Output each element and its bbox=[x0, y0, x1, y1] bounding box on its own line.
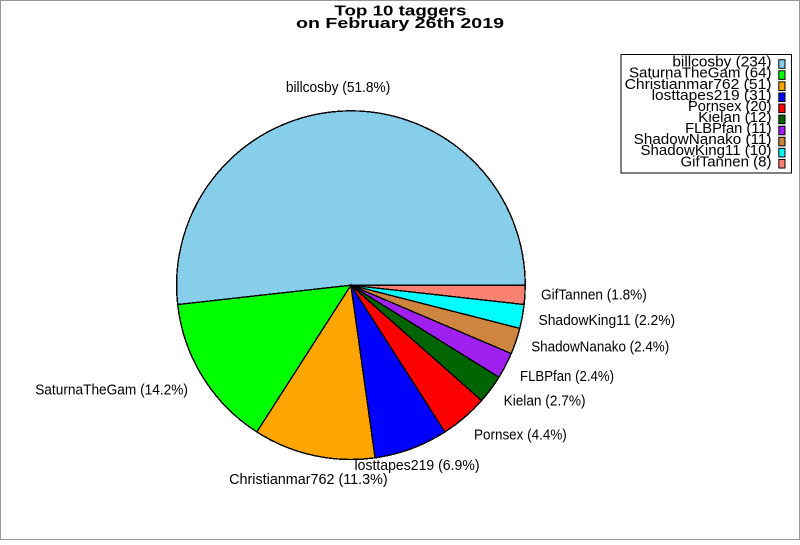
svg-text:Christianmar762 (11.3%): Christianmar762 (11.3%) bbox=[229, 472, 388, 488]
svg-text:losttapes219 (6.9%): losttapes219 (6.9%) bbox=[355, 458, 480, 474]
svg-text:Top 10 taggers: Top 10 taggers bbox=[334, 3, 466, 19]
svg-text:Kielan (12): Kielan (12) bbox=[698, 110, 771, 126]
svg-text:on February 26th 2019: on February 26th 2019 bbox=[296, 16, 504, 32]
svg-text:Pornsex (20): Pornsex (20) bbox=[688, 99, 772, 115]
svg-text:ShadowKing11 (2.2%): ShadowKing11 (2.2%) bbox=[539, 313, 676, 329]
svg-text:losttapes219 (31): losttapes219 (31) bbox=[652, 88, 772, 104]
svg-text:SaturnaTheGam (14.2%): SaturnaTheGam (14.2%) bbox=[35, 382, 188, 398]
svg-text:SaturnaTheGam (64): SaturnaTheGam (64) bbox=[629, 66, 772, 82]
svg-text:GifTannen (1.8%): GifTannen (1.8%) bbox=[541, 288, 647, 304]
svg-text:ShadowKing11 (10): ShadowKing11 (10) bbox=[641, 143, 772, 159]
svg-text:Christianmar762 (51): Christianmar762 (51) bbox=[625, 77, 772, 93]
svg-text:GifTannen (8): GifTannen (8) bbox=[681, 154, 772, 170]
svg-text:FLBPfan (2.4%): FLBPfan (2.4%) bbox=[520, 369, 614, 385]
svg-text:billcosby (234): billcosby (234) bbox=[672, 55, 771, 71]
svg-text:Pornsex (4.4%): Pornsex (4.4%) bbox=[474, 428, 567, 444]
svg-text:ShadowNanako (2.4%): ShadowNanako (2.4%) bbox=[531, 339, 669, 355]
svg-text:Kielan (2.7%): Kielan (2.7%) bbox=[504, 394, 586, 410]
svg-text:ShadowNanako (11): ShadowNanako (11) bbox=[634, 132, 772, 148]
svg-text:billcosby (51.8%): billcosby (51.8%) bbox=[286, 80, 391, 96]
svg-text:FLBPfan (11): FLBPfan (11) bbox=[685, 121, 771, 137]
